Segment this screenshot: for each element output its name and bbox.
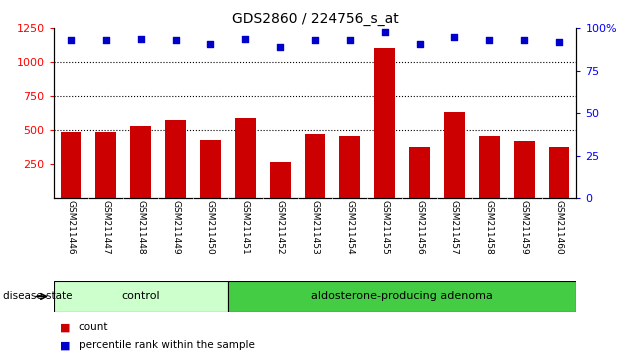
Text: GDS2860 / 224756_s_at: GDS2860 / 224756_s_at (232, 12, 398, 27)
Point (135, 36, 146, 41)
Bar (479, 136, 500, 198)
Bar (200, 140, 221, 198)
Point (275, 44, 285, 50)
Text: GSM211449: GSM211449 (171, 200, 180, 255)
Bar (130, 126, 151, 198)
Text: ■: ■ (60, 340, 71, 350)
Point (554, 39, 564, 45)
Bar (270, 161, 290, 198)
Point (415, 41, 425, 46)
Point (240, 36, 250, 41)
Text: GSM211460: GSM211460 (554, 200, 563, 255)
Text: ■: ■ (60, 322, 71, 332)
Point (484, 38, 495, 43)
Bar (165, 120, 186, 198)
Bar (235, 118, 256, 198)
Bar (304, 134, 326, 198)
Text: GSM211453: GSM211453 (311, 200, 319, 255)
Text: GSM211448: GSM211448 (136, 200, 145, 255)
Point (380, 29, 390, 35)
Point (205, 41, 215, 46)
Text: count: count (79, 322, 108, 332)
Bar (95, 132, 117, 198)
Point (449, 34, 459, 40)
Bar (513, 141, 535, 198)
Point (66, 38, 76, 43)
Point (171, 38, 181, 43)
Text: GSM211457: GSM211457 (450, 200, 459, 255)
Text: disease state: disease state (3, 291, 72, 301)
Bar (340, 136, 360, 198)
Text: GSM211452: GSM211452 (276, 200, 285, 255)
Point (310, 38, 320, 43)
Bar (60, 132, 81, 198)
Bar (409, 147, 430, 198)
Bar (549, 147, 570, 198)
Bar (374, 48, 395, 198)
Text: GSM211451: GSM211451 (241, 200, 249, 255)
Text: aldosterone-producing adenoma: aldosterone-producing adenoma (311, 291, 493, 302)
Point (345, 38, 355, 43)
Text: GSM211447: GSM211447 (101, 200, 110, 255)
Bar (54, 281, 228, 312)
Text: GSM211450: GSM211450 (206, 200, 215, 255)
Text: percentile rank within the sample: percentile rank within the sample (79, 340, 255, 350)
Text: control: control (122, 291, 160, 302)
Text: GSM211459: GSM211459 (520, 200, 529, 255)
Text: GSM211446: GSM211446 (67, 200, 76, 255)
Bar (444, 112, 465, 198)
Point (101, 38, 111, 43)
Text: GSM211455: GSM211455 (381, 200, 389, 255)
Bar (228, 281, 576, 312)
Text: GSM211456: GSM211456 (415, 200, 424, 255)
Text: GSM211458: GSM211458 (485, 200, 494, 255)
Point (519, 38, 529, 43)
Text: GSM211454: GSM211454 (345, 200, 354, 255)
